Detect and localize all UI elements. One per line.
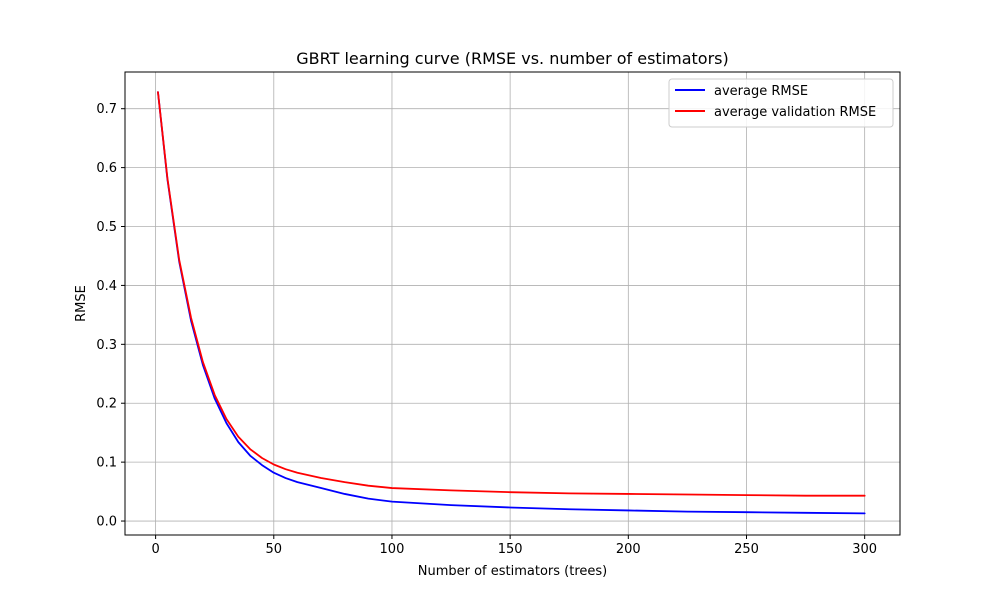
x-tick-label: 250: [734, 542, 759, 557]
legend-label-average-validation-rmse: average validation RMSE: [714, 105, 876, 120]
legend: average RMSE average validation RMSE: [668, 78, 894, 128]
x-axis-label: Number of estimators (trees): [418, 564, 608, 579]
x-tick-label: 200: [616, 542, 641, 557]
grid-lines: [125, 72, 900, 535]
y-tick-label: 0.3: [96, 338, 117, 353]
series-line-average-rmse: [157, 91, 866, 515]
axis-ticks: 0 50 100 150 200 250 300 0.0 0.1 0.2 0.3 0.4 0.5 0.6 0…: [96, 102, 877, 557]
legend-label-average-rmse: average RMSE: [714, 84, 808, 99]
y-tick-label: 0.1: [96, 456, 117, 471]
legend-box: [668, 78, 894, 128]
plot-frame: [124, 71, 901, 536]
x-tick-label: 50: [266, 542, 283, 557]
x-tick-label: 100: [380, 542, 405, 557]
x-tick-label: 150: [498, 542, 523, 557]
x-tick-label: 300: [852, 542, 877, 557]
y-axis-label: RMSE: [74, 285, 89, 322]
y-tick-label: 0.2: [96, 397, 117, 412]
x-tick-label: 0: [151, 542, 159, 557]
y-tick-label: 0.6: [96, 161, 117, 176]
y-tick-label: 0.5: [96, 220, 117, 235]
series-line-average-validation-rmse: [157, 91, 866, 497]
chart-title: GBRT learning curve (RMSE vs. number of …: [296, 49, 729, 68]
y-tick-label: 0.0: [96, 515, 117, 530]
series-lines: [157, 91, 866, 515]
y-tick-label: 0.7: [96, 102, 117, 117]
y-tick-label: 0.4: [96, 279, 117, 294]
